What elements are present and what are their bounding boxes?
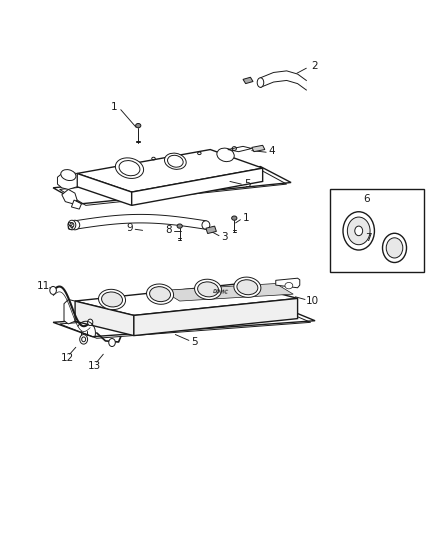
Ellipse shape bbox=[343, 212, 374, 250]
Polygon shape bbox=[62, 189, 77, 204]
Text: 2: 2 bbox=[312, 61, 318, 71]
Polygon shape bbox=[134, 298, 297, 336]
Ellipse shape bbox=[347, 217, 370, 245]
Ellipse shape bbox=[234, 277, 261, 297]
Polygon shape bbox=[53, 166, 291, 204]
Polygon shape bbox=[75, 301, 134, 336]
Text: 8: 8 bbox=[166, 225, 172, 236]
Bar bbox=[330, 189, 424, 272]
Ellipse shape bbox=[386, 238, 403, 258]
Polygon shape bbox=[252, 146, 265, 152]
Ellipse shape bbox=[80, 335, 88, 344]
Polygon shape bbox=[75, 284, 297, 316]
Ellipse shape bbox=[237, 280, 258, 295]
Ellipse shape bbox=[165, 153, 186, 169]
Ellipse shape bbox=[147, 284, 173, 304]
Ellipse shape bbox=[70, 220, 80, 230]
Ellipse shape bbox=[198, 282, 219, 297]
Polygon shape bbox=[77, 150, 263, 192]
Polygon shape bbox=[53, 306, 315, 337]
Ellipse shape bbox=[102, 292, 123, 307]
Ellipse shape bbox=[194, 279, 222, 300]
Polygon shape bbox=[228, 147, 252, 152]
Text: 10: 10 bbox=[306, 295, 319, 305]
Text: 3: 3 bbox=[221, 232, 228, 243]
Ellipse shape bbox=[202, 221, 210, 229]
Ellipse shape bbox=[109, 338, 115, 346]
Ellipse shape bbox=[99, 289, 126, 310]
Ellipse shape bbox=[232, 216, 237, 220]
Text: 5: 5 bbox=[192, 337, 198, 347]
Ellipse shape bbox=[119, 160, 140, 176]
Ellipse shape bbox=[68, 220, 76, 230]
Text: 13: 13 bbox=[88, 361, 101, 371]
Text: 9: 9 bbox=[126, 223, 133, 233]
Ellipse shape bbox=[177, 224, 182, 228]
Text: 6: 6 bbox=[363, 194, 370, 204]
Ellipse shape bbox=[285, 282, 293, 289]
Ellipse shape bbox=[150, 287, 170, 302]
Text: 5: 5 bbox=[244, 179, 251, 189]
Text: 12: 12 bbox=[60, 353, 74, 363]
Ellipse shape bbox=[81, 337, 85, 342]
Polygon shape bbox=[206, 226, 216, 233]
Ellipse shape bbox=[382, 233, 406, 263]
Polygon shape bbox=[276, 278, 300, 288]
Ellipse shape bbox=[167, 155, 183, 167]
Text: 4: 4 bbox=[268, 146, 275, 156]
Ellipse shape bbox=[88, 319, 93, 326]
Polygon shape bbox=[57, 172, 77, 189]
Text: DOHC: DOHC bbox=[213, 288, 229, 294]
Polygon shape bbox=[162, 284, 293, 301]
Ellipse shape bbox=[115, 158, 144, 179]
Polygon shape bbox=[71, 200, 81, 209]
Ellipse shape bbox=[217, 148, 234, 161]
Text: 1: 1 bbox=[111, 102, 117, 112]
Ellipse shape bbox=[257, 78, 264, 87]
Ellipse shape bbox=[61, 169, 76, 181]
Text: 11: 11 bbox=[37, 281, 50, 291]
Ellipse shape bbox=[50, 286, 57, 294]
Polygon shape bbox=[132, 168, 263, 205]
Polygon shape bbox=[243, 77, 253, 84]
Polygon shape bbox=[77, 173, 132, 205]
Text: 7: 7 bbox=[365, 233, 372, 244]
Text: 8: 8 bbox=[67, 222, 73, 232]
Ellipse shape bbox=[70, 223, 74, 228]
Polygon shape bbox=[64, 300, 75, 324]
Ellipse shape bbox=[355, 226, 363, 236]
Ellipse shape bbox=[136, 124, 141, 128]
Text: 1: 1 bbox=[243, 213, 249, 223]
